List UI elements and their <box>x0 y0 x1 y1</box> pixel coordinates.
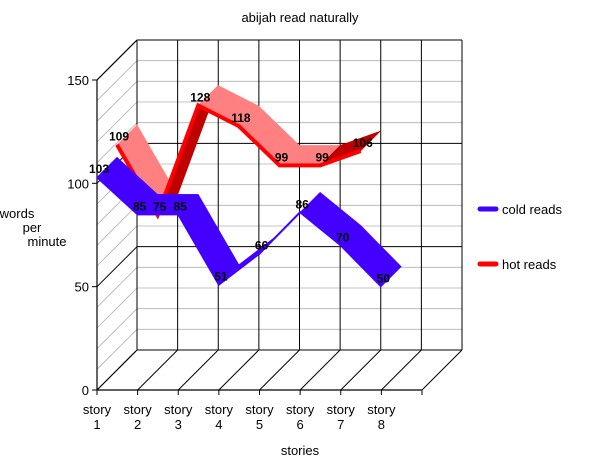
x-axis-label: stories <box>281 443 320 458</box>
floor-line <box>177 349 219 391</box>
data-label: 103 <box>89 162 109 176</box>
chart-title: abijah read naturally <box>241 10 359 25</box>
x-tick-label: story 1 <box>83 402 112 432</box>
floor-line <box>96 349 138 391</box>
grid-line-side <box>96 287 138 329</box>
data-label: 50 <box>377 272 391 286</box>
data-label: 66 <box>255 239 269 253</box>
grid-line-side <box>96 308 138 349</box>
data-label: 70 <box>336 230 350 244</box>
chart-walls: 0 50 100 150 story 1 story 2 story 3 story 4 story 5 s… <box>0 39 463 432</box>
legend-label: hot reads <box>502 257 557 272</box>
floor-line <box>218 349 260 391</box>
grid-line-side <box>96 101 138 143</box>
chart-series <box>96 85 402 288</box>
data-label: 99 <box>315 150 329 164</box>
grid-line-side <box>96 225 138 267</box>
x-tick-label: story 7 <box>327 402 356 432</box>
data-label: 99 <box>275 150 289 164</box>
x-tick-label: story 3 <box>164 402 193 432</box>
grid-line-side <box>96 205 138 246</box>
y-tick-label: 0 <box>82 383 89 398</box>
x-tick-label: story 6 <box>286 402 315 432</box>
data-label: 118 <box>231 111 251 125</box>
x-tick-label: story 4 <box>205 402 234 432</box>
floor-line <box>340 349 382 391</box>
data-label: 51 <box>214 270 228 284</box>
series-line <box>96 176 383 288</box>
data-label: 106 <box>353 136 373 150</box>
floor-line <box>299 349 341 391</box>
y-axis-label: words per minute <box>0 206 67 249</box>
grid-line-side <box>96 122 138 163</box>
x-tick-label: story 5 <box>245 402 274 432</box>
grid-line-side <box>96 60 138 101</box>
data-label: 75 <box>153 200 167 214</box>
floor-line <box>381 349 422 391</box>
grid-line-side <box>96 246 138 288</box>
grid-line-side <box>96 81 138 122</box>
floor-line <box>137 349 178 391</box>
data-label: 109 <box>109 130 129 144</box>
legend: cold reads hot reads <box>477 202 562 272</box>
y-tick-label: 100 <box>67 176 89 191</box>
chart-labels: 109 75 128 118 99 99 106 103 85 85 51 66 86 70 50 <box>89 90 390 285</box>
data-label: 128 <box>190 90 210 104</box>
floor-line <box>259 349 300 391</box>
y-tick-label: 50 <box>75 280 89 295</box>
grid-line-side <box>96 329 138 370</box>
data-label: 85 <box>133 199 147 213</box>
y-tick-label: 150 <box>67 73 89 88</box>
wall-edge <box>96 39 138 81</box>
data-label: 86 <box>295 197 309 211</box>
legend-label: cold reads <box>502 202 562 217</box>
floor-line <box>421 349 463 391</box>
data-label: 85 <box>174 199 188 213</box>
series-segment <box>177 193 240 286</box>
grid-line-side <box>96 267 138 308</box>
x-tick-label: story 2 <box>124 402 153 432</box>
x-tick-label: story 8 <box>367 402 396 432</box>
